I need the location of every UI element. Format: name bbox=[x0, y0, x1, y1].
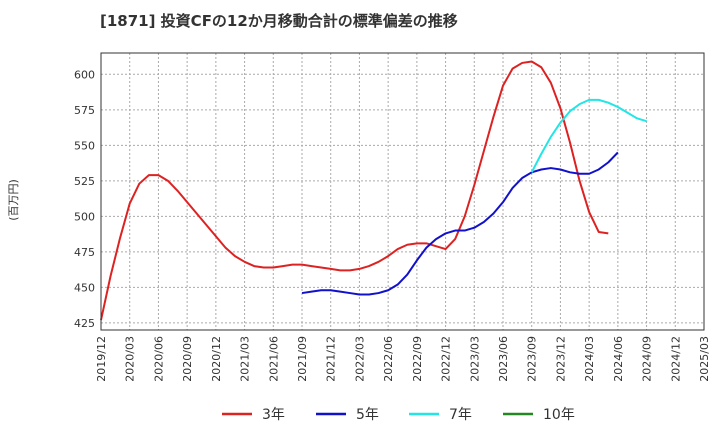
x-tick-label: 2022/06 bbox=[382, 336, 395, 382]
legend-label: 3年 bbox=[262, 407, 285, 423]
series-line-7年 bbox=[530, 98, 647, 173]
x-tick-label: 2021/03 bbox=[239, 336, 252, 382]
x-tick-label: 2021/06 bbox=[267, 336, 280, 382]
x-tick-label: 2022/12 bbox=[440, 336, 453, 382]
y-tick-label: 550 bbox=[74, 139, 95, 152]
legend-label: 10年 bbox=[543, 407, 575, 423]
x-tick-label: 2019/12 bbox=[95, 336, 108, 382]
x-tick-label: 2025/03 bbox=[698, 336, 711, 382]
series-lines bbox=[100, 60, 647, 321]
x-tick-label: 2023/09 bbox=[526, 336, 539, 382]
plot-area-border bbox=[100, 52, 705, 331]
x-tick-label: 2020/12 bbox=[210, 336, 223, 382]
x-tick-label: 2024/09 bbox=[641, 336, 654, 382]
x-tick-label: 2020/09 bbox=[181, 336, 194, 382]
x-tick-label: 2022/03 bbox=[353, 336, 366, 382]
legend: 3年 5年 7年 10年 bbox=[222, 407, 575, 423]
x-tick-label: 2021/09 bbox=[296, 336, 309, 382]
y-tick-labels: 425 450 475 500 525 550 575 600 bbox=[74, 68, 95, 330]
legend-label: 7年 bbox=[449, 407, 472, 423]
x-tick-label: 2022/09 bbox=[411, 336, 424, 382]
chart-title: [1871] 投資CFの12か月移動合計の標準偏差の推移 bbox=[100, 12, 458, 30]
y-tick-label: 450 bbox=[74, 281, 95, 294]
x-tick-label: 2020/03 bbox=[124, 336, 137, 382]
y-tick-label: 475 bbox=[74, 246, 95, 259]
x-tick-label: 2024/03 bbox=[583, 336, 596, 382]
x-tick-labels: 2019/12 2020/03 2020/06 2020/09 2020/12 2021/… bbox=[95, 336, 711, 382]
y-axis-label: (百万円) bbox=[7, 179, 20, 221]
series-line-3年 bbox=[100, 60, 609, 321]
legend-label: 5年 bbox=[356, 407, 379, 423]
series-line-5年 bbox=[301, 151, 619, 296]
grid-lines bbox=[100, 53, 705, 330]
x-tick-label: 2023/06 bbox=[497, 336, 510, 382]
x-tick-label: 2024/06 bbox=[612, 336, 625, 382]
y-tick-label: 500 bbox=[74, 210, 95, 223]
y-tick-label: 600 bbox=[74, 68, 95, 81]
y-tick-label: 425 bbox=[74, 317, 95, 330]
x-tick-label: 2023/12 bbox=[554, 336, 567, 382]
y-tick-label: 525 bbox=[74, 175, 95, 188]
x-tick-label: 2024/12 bbox=[669, 336, 682, 382]
x-tick-label: 2021/12 bbox=[325, 336, 338, 382]
x-tick-label: 2023/03 bbox=[468, 336, 481, 382]
y-tick-label: 575 bbox=[74, 104, 95, 117]
x-tick-label: 2020/06 bbox=[152, 336, 165, 382]
